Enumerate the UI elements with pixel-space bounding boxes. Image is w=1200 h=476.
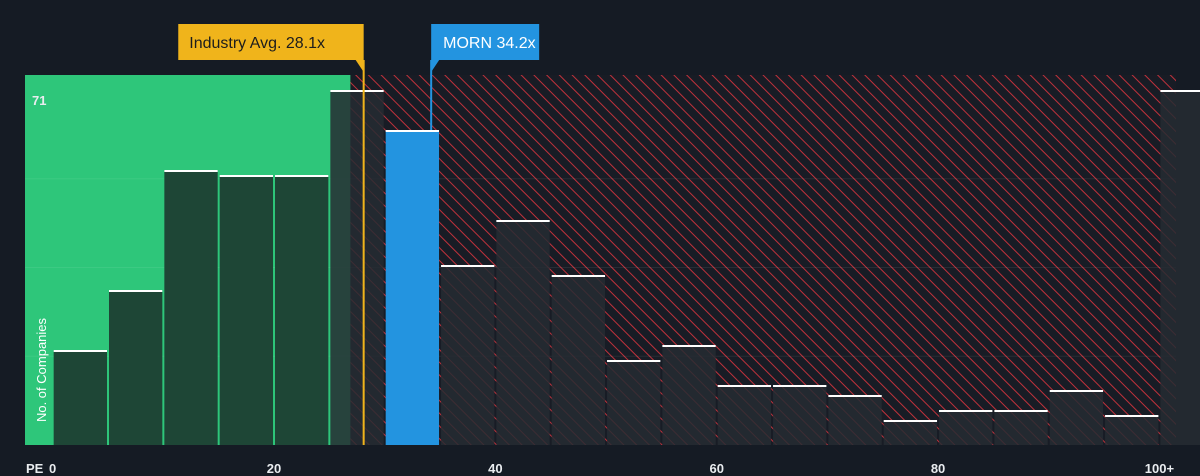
histogram-bar [828,395,882,445]
histogram-bar [275,175,329,445]
y-axis-title: No. of Companies [34,317,49,422]
histogram-bar [219,175,274,445]
x-axis-title: PE [26,461,44,476]
annotations: Industry Avg. 28.1x MORN 34.2x [178,24,540,445]
histogram-bar [330,90,384,445]
histogram-bar [441,265,495,445]
histogram-bar [773,385,827,445]
company-badge-label: MORN 34.2x [443,35,535,52]
histogram-bar [164,170,218,445]
histogram-bar [551,275,606,445]
histogram-bar [109,290,163,445]
x-axis-ticks: 0 20 40 60 80 100+ [49,461,1174,476]
x-tick-label: 60 [709,461,723,476]
company-badge-pointer [431,60,440,72]
histogram-bar [53,350,108,445]
company-badge [431,24,540,60]
industry-average-badge-label: Industry Avg. 28.1x [189,35,325,52]
histogram-bar [994,410,1048,445]
x-tick-label: 20 [267,461,281,476]
histogram-bar [385,130,440,445]
histogram-bar [662,345,716,445]
x-tick-label: 80 [931,461,945,476]
histogram-bar [1105,415,1159,445]
industry-average-badge [178,24,364,60]
histogram-bar [607,360,661,445]
histogram-bar [883,420,938,445]
y-axis-max-label: 71 [32,93,46,108]
x-tick-label: 100+ [1145,461,1175,476]
histogram-bar [1049,390,1104,445]
histogram-bar [1160,90,1200,445]
histogram-bar [496,220,550,445]
x-tick-label: 40 [488,461,502,476]
x-tick-label: 0 [49,461,56,476]
industry-average-badge-pointer [355,60,364,72]
histogram-bar [717,385,772,445]
histogram-bar [939,410,993,445]
histogram-bars [53,90,1200,445]
